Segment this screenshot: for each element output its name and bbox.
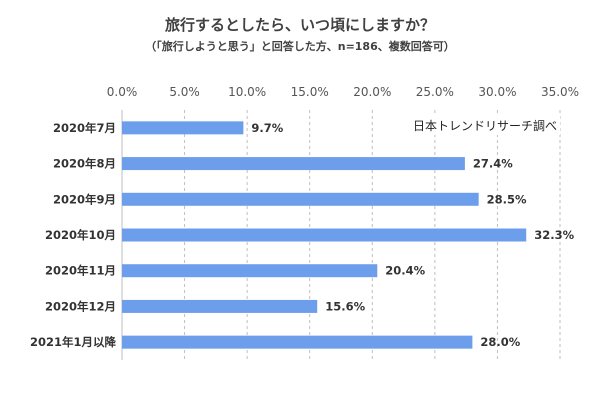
category-label: 2020年11月 — [45, 264, 116, 278]
bar — [122, 121, 244, 135]
bars — [122, 121, 527, 349]
category-label: 2020年8月 — [53, 157, 116, 171]
x-tick-label: 25.0% — [416, 85, 454, 99]
chart-title: 旅行するとしたら、いつ頃にしますか？ — [164, 16, 435, 34]
bar — [122, 192, 479, 206]
bar — [122, 157, 465, 171]
bar — [122, 264, 378, 278]
value-label: 20.4% — [385, 264, 425, 278]
x-tick-label: 35.0% — [541, 85, 579, 99]
x-tick-label: 15.0% — [291, 85, 329, 99]
value-label: 28.0% — [480, 335, 520, 349]
category-label: 2020年12月 — [45, 299, 116, 313]
x-tick-label: 0.0% — [107, 85, 138, 99]
category-labels: 2020年7月 2020年8月 2020年9月 2020年10月 2020年11月 202… — [30, 121, 117, 349]
value-label: 28.5% — [487, 192, 527, 206]
value-label: 27.4% — [473, 157, 513, 171]
bar — [122, 335, 473, 349]
category-label: 2021年1月以降 — [30, 335, 117, 349]
bar — [122, 228, 527, 242]
source-note: 日本トレンドリサーチ調べ — [410, 116, 561, 135]
x-tick-label: 5.0% — [169, 85, 200, 99]
category-label: 2020年7月 — [53, 121, 116, 135]
value-label: 32.3% — [534, 228, 574, 242]
bar — [122, 299, 318, 313]
value-labels: 9.7% 27.4% 28.5% 32.3% 20.4% 15.6% 28.0% — [251, 121, 574, 349]
value-label: 15.6% — [325, 299, 365, 313]
category-label: 2020年10月 — [45, 228, 116, 242]
x-tick-label: 10.0% — [228, 85, 266, 99]
x-tick-labels: 0.0% 5.0% 10.0% 15.0% 20.0% 25.0% 30.0% 35.0% — [107, 85, 579, 99]
category-label: 2020年9月 — [53, 192, 116, 206]
x-tick-label: 20.0% — [353, 85, 391, 99]
x-tick-label: 30.0% — [478, 85, 516, 99]
chart-subtitle: （「旅行しようと思う」と回答した方、n=186、複数回答可） — [145, 40, 455, 53]
value-label: 9.7% — [251, 121, 283, 135]
